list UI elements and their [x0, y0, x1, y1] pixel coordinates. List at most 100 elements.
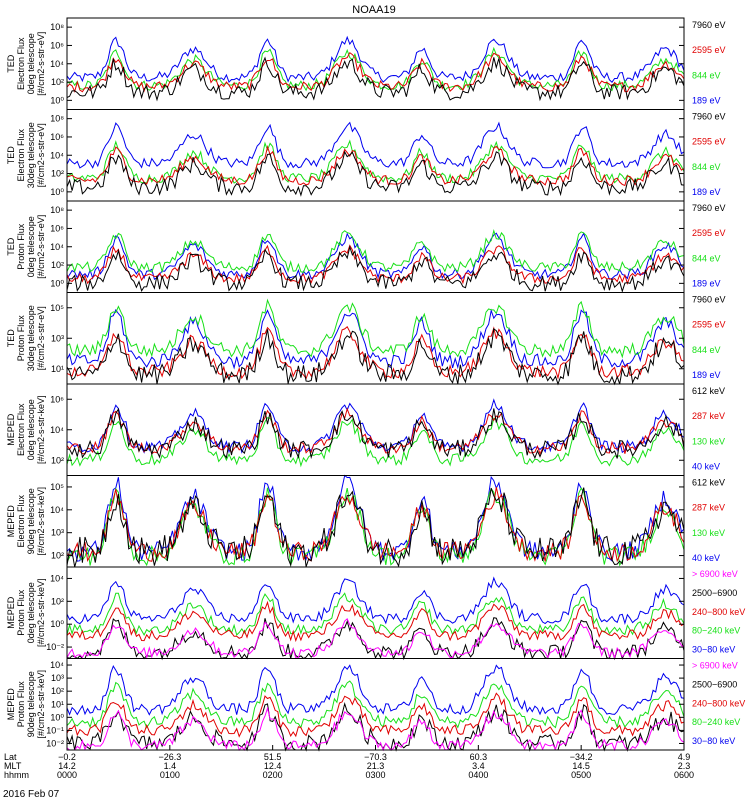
panel-5: 10² 10⁴ 10⁶ MEPEDElectron Flux0deg telescop…	[6, 383, 725, 476]
y-tick-label: 10⁴	[50, 150, 64, 160]
x-tick-label-mlt: 14.5	[572, 761, 590, 771]
series-line-blue	[66, 576, 685, 625]
legend-entry: 2500−6900	[692, 588, 737, 598]
x-tick-label-hhmm: 0400	[468, 770, 488, 780]
legend-entry: 287 keV	[692, 411, 725, 421]
series-line-black	[66, 245, 685, 294]
x-tick-label-hhmm: 0200	[263, 770, 283, 780]
x-tick-label-mlt: 3.4	[472, 761, 485, 771]
legend-entry: 612 keV	[692, 478, 725, 488]
series-line-green	[66, 680, 685, 729]
series-line-magenta	[66, 617, 685, 660]
series-line-blue	[66, 121, 685, 169]
x-tick-label-lat: 51.5	[264, 752, 282, 762]
y-tick-label: 10⁰	[50, 712, 64, 722]
series-line-green	[66, 139, 685, 185]
series-line-black	[66, 407, 685, 460]
y-tick-label: 10⁻¹	[46, 725, 64, 735]
series-line-blue	[66, 398, 685, 454]
y-tick-label: 10⁸	[50, 114, 64, 124]
legend-entry: 130 keV	[692, 528, 725, 538]
y-axis-label: MEPEDProton Flux0deg telescope[#/cm2-s-s…	[6, 578, 46, 647]
y-tick-label: 10²	[51, 686, 64, 696]
x-tick-label-mlt: 2.3	[678, 761, 691, 771]
legend-entry: 844 eV	[692, 70, 721, 80]
legend-entry: > 6900 keV	[692, 661, 738, 671]
legend-entry: 240−800 keV	[692, 698, 745, 708]
x-tick-label-mlt: 12.4	[264, 761, 282, 771]
legend-entry: 7960 eV	[692, 112, 726, 122]
series-line-green	[66, 298, 685, 359]
legend-entry: 2595 eV	[692, 320, 726, 330]
legend-entry: 40 keV	[692, 553, 720, 563]
x-tick-label-lat: −26.3	[158, 752, 181, 762]
legend-entry: 287 keV	[692, 503, 725, 513]
y-tick-label: 10³	[51, 333, 64, 343]
panel-frame	[66, 109, 685, 202]
panel-frame	[66, 566, 685, 659]
panel-8: 10⁻² 10⁻¹ 10⁰ 10¹ 10² 10³ 10⁴ MEPEDProton Flux9…	[6, 658, 745, 752]
series-line-red	[66, 326, 685, 380]
x-tick-label-lat: −70.3	[364, 752, 387, 762]
legend-entry: 30−80 keV	[692, 736, 735, 746]
series-line-red	[66, 600, 685, 643]
legend-entry: 130 keV	[692, 436, 725, 446]
series-line-red	[66, 407, 685, 456]
series-line-blue	[66, 664, 685, 716]
y-tick-label: 10⁸	[50, 22, 64, 32]
legend-entry: 612 keV	[692, 386, 725, 396]
y-tick-label: 10²	[51, 551, 64, 561]
y-tick-label: 10⁻²	[46, 738, 64, 748]
series-line-blue	[66, 35, 685, 84]
legend-entry: 189 eV	[692, 187, 721, 197]
x-row-label: MLT	[4, 761, 22, 771]
y-tick-label: 10⁰	[50, 278, 64, 288]
x-tick-label-hhmm: 0000	[57, 770, 77, 780]
legend-entry: 2500−6900	[692, 679, 737, 689]
panel-frame	[66, 17, 685, 110]
series-line-red	[66, 692, 685, 738]
y-tick-label: 10⁴	[50, 242, 64, 252]
x-tick-label-lat: 4.9	[678, 752, 691, 762]
legend-entry: 80−240 keV	[692, 626, 740, 636]
y-tick-label: 10⁶	[50, 132, 64, 142]
y-tick-label: 10⁵	[50, 482, 64, 492]
x-tick-label-hhmm: 0600	[674, 770, 694, 780]
legend-entry: 189 eV	[692, 96, 721, 106]
legend-entry: 844 eV	[692, 345, 721, 355]
series-line-green	[66, 229, 685, 274]
legend-entry: 2595 eV	[692, 228, 726, 238]
y-tick-label: 10²	[51, 455, 64, 465]
series-line-black	[66, 56, 685, 102]
x-tick-label-lat: −34.2	[570, 752, 593, 762]
y-tick-label: 10²	[51, 77, 64, 87]
series-line-blue	[66, 232, 685, 280]
y-axis-label: TEDProton Flux0deg telescope[#/cm2-s-str…	[6, 215, 46, 279]
panel-6: 10² 10³ 10⁴ 10⁵ MEPEDElectron Flux90deg tele…	[6, 474, 725, 568]
plot-title: NOAA19	[352, 4, 395, 16]
y-tick-label: 10⁶	[50, 40, 64, 50]
y-tick-label: 10²	[51, 596, 64, 606]
x-tick-label-hhmm: 0300	[365, 770, 385, 780]
legend-entry: 30−80 keV	[692, 645, 735, 655]
series-line-green	[66, 487, 685, 567]
series-line-blue	[66, 308, 685, 370]
series-line-green	[66, 46, 685, 92]
y-tick-label: 10¹	[51, 699, 64, 709]
date-label: 2016 Feb 07	[3, 789, 60, 800]
y-tick-label: 10⁻²	[46, 642, 64, 652]
x-tick-label-mlt: 21.3	[367, 761, 385, 771]
y-tick-label: 10³	[51, 528, 64, 538]
y-axis-label: MEPEDElectron Flux90deg telescope[#/cm2-…	[6, 487, 46, 556]
series-line-black	[66, 328, 685, 386]
legend-entry: 2595 eV	[692, 137, 726, 147]
panel-2: 10⁰ 10² 10⁴ 10⁶ 10⁸ TEDElectron Flux30deg tel…	[6, 109, 726, 202]
y-tick-label: 10²	[51, 260, 64, 270]
legend-entry: 2595 eV	[692, 45, 726, 55]
panel-7: 10⁻² 10⁰ 10² 10⁴ MEPEDProton Flux0deg telesc…	[6, 566, 745, 661]
legend-entry: 844 eV	[692, 253, 721, 263]
y-axis-label: TEDElectron Flux30deg telescope[#/cm2-s-…	[6, 122, 46, 188]
legend-entry: 7960 eV	[692, 203, 726, 213]
y-tick-label: 10⁴	[50, 59, 64, 69]
series-line-red	[66, 51, 685, 93]
